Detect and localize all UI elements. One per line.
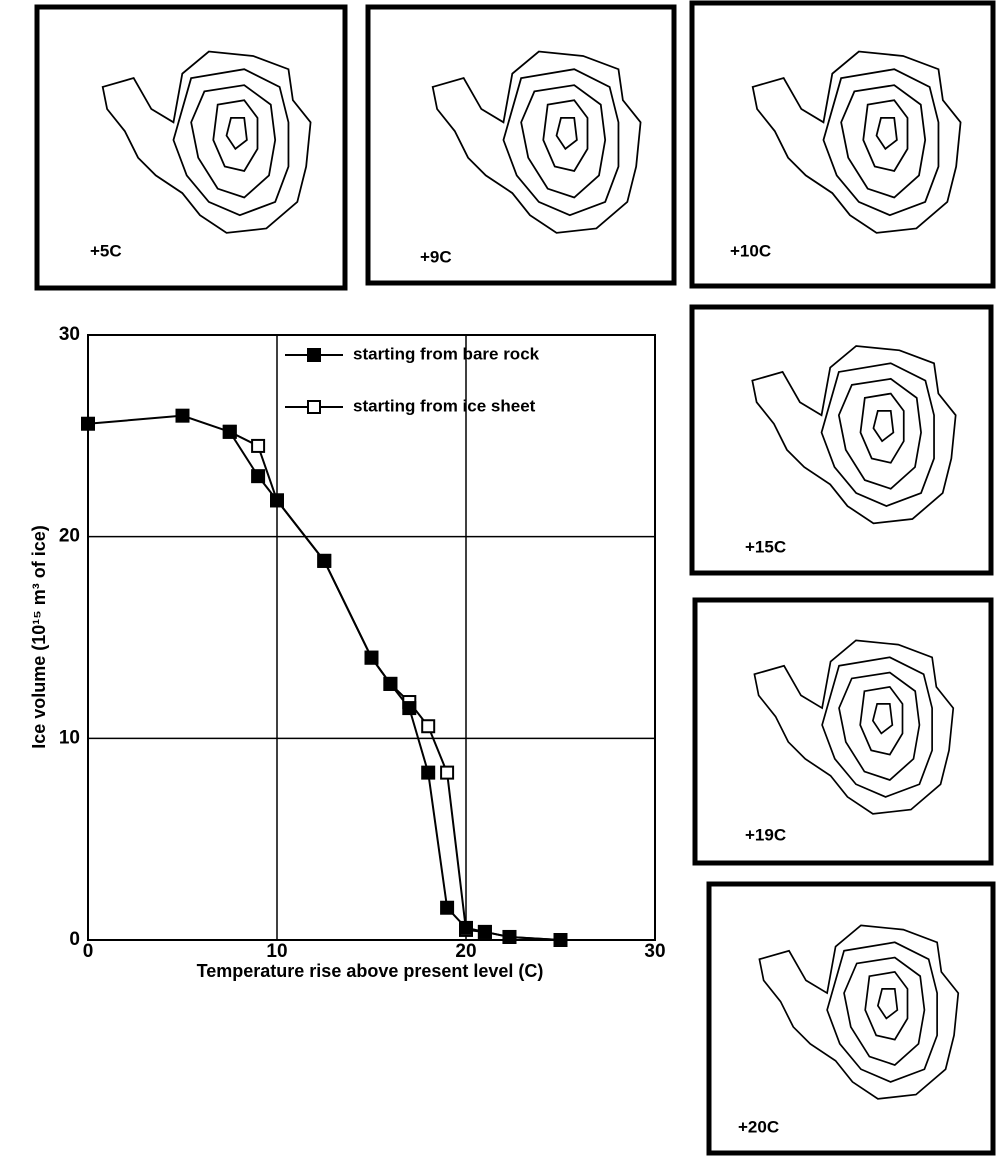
legend-marker [307,400,321,414]
data-point [81,416,95,431]
data-point [364,650,379,665]
map-frame [689,304,994,576]
data-point [402,701,417,716]
map-label: +9C [420,247,452,266]
map-label: +15C [745,537,786,556]
map-label: +20C [738,1117,779,1136]
map [101,50,312,234]
data-point [222,424,237,439]
legend-label: starting from ice sheet [353,396,536,415]
data-point [459,920,473,935]
data-point [270,493,284,508]
map-label: +10C [730,241,771,260]
data-point [421,765,436,780]
legend-marker [307,348,321,362]
plot-frame [87,334,656,941]
x-tick-label: 30 [644,941,665,962]
map [758,924,960,1100]
x-tick-label: 10 [266,941,287,962]
y-tick-label: 0 [69,929,80,950]
map [431,50,642,234]
data-point [502,929,517,944]
data-point [317,553,332,568]
legend-label: starting from bare rock [353,344,540,363]
x-axis-label: Temperature rise above present level (C) [197,961,544,981]
data-point [440,900,455,915]
series-line [87,414,561,941]
y-tick-label: 30 [59,324,80,345]
data-point [553,933,568,947]
map-frame [365,4,677,286]
data-point [440,765,455,780]
map [751,345,957,525]
map-frame [34,4,348,291]
data-point [251,438,266,453]
data-point [251,469,266,484]
map [751,50,962,234]
data-point [383,676,398,691]
y-axis-label: Ice volume (10¹⁵ m³ of ice) [29,525,49,749]
map-panels: +5C +9C +10C +15C +19C +20C [34,0,996,1156]
y-tick-label: 10 [59,727,80,748]
map-label: +19C [745,825,786,844]
map-frame [689,0,996,289]
x-tick-label: 20 [455,941,476,962]
y-tick-label: 20 [59,526,80,547]
data-point [477,924,492,939]
data-point [421,719,436,734]
map-frame [692,597,994,866]
x-tick-label: 0 [83,941,94,962]
data-point [175,408,190,423]
map [753,639,955,815]
map-frame [706,881,996,1156]
map-label: +5C [90,241,122,260]
